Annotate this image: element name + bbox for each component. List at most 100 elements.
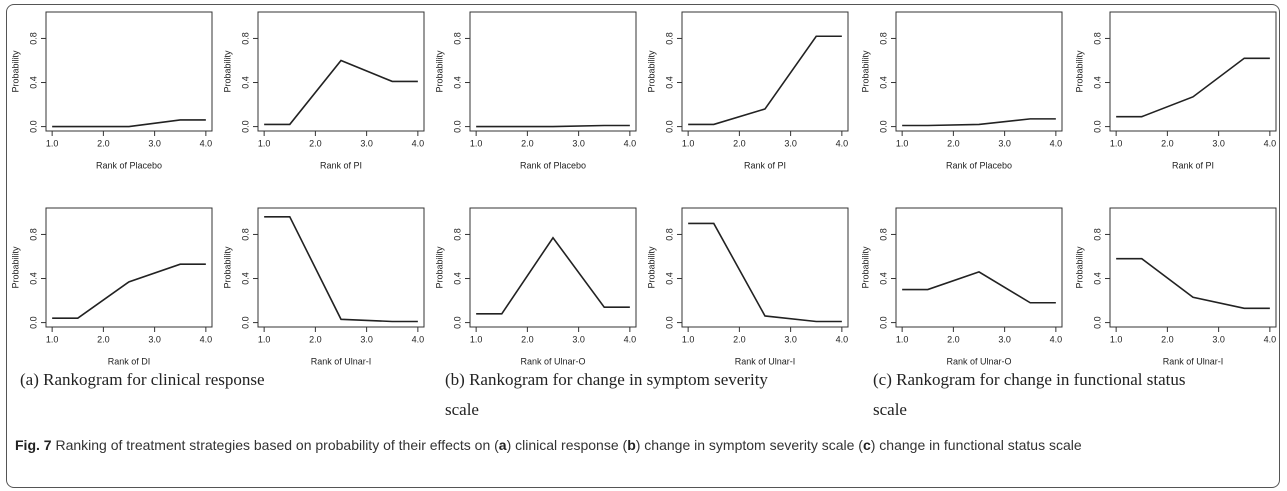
caption-letter: b xyxy=(627,437,636,453)
x-axis-label: Rank of PI xyxy=(1172,160,1214,170)
plot-box xyxy=(1109,207,1277,328)
x-tick-label: 4.0 xyxy=(624,138,637,148)
y-tick-label: 0.4 xyxy=(452,76,462,89)
caption-text: ) change in symptom severity scale ( xyxy=(635,437,863,453)
x-tick-label: 2.0 xyxy=(97,334,110,344)
y-tick-label: 0.0 xyxy=(878,316,888,329)
data-line xyxy=(688,222,842,323)
plot-box xyxy=(1109,11,1277,132)
x-tick-label: 1.0 xyxy=(682,138,695,148)
data-line xyxy=(52,263,206,319)
data-line xyxy=(902,118,1056,127)
x-axis-label: Rank of Placebo xyxy=(96,160,162,170)
y-tick-label: 0.4 xyxy=(28,272,38,285)
data-line xyxy=(476,124,630,128)
x-axis-label: Rank of DI xyxy=(108,356,151,366)
x-tick-label: 1.0 xyxy=(46,334,59,344)
x-tick-label: 4.0 xyxy=(200,334,213,344)
x-tick-label: 4.0 xyxy=(836,138,849,148)
x-tick-label: 2.0 xyxy=(733,334,746,344)
y-tick-label: 0.8 xyxy=(878,32,888,45)
x-tick-label: 4.0 xyxy=(1264,334,1277,344)
y-tick-label: 0.8 xyxy=(664,32,674,45)
x-tick-label: 3.0 xyxy=(572,138,585,148)
y-tick-label: 0.4 xyxy=(664,272,674,285)
x-axis-label: Rank of Ulnar-O xyxy=(946,356,1011,366)
x-tick-label: 2.0 xyxy=(1161,138,1174,148)
y-tick-label: 0.0 xyxy=(28,316,38,329)
y-tick-label: 0.8 xyxy=(28,228,38,241)
x-tick-label: 3.0 xyxy=(998,334,1011,344)
y-tick-label: 0.4 xyxy=(1092,76,1102,89)
figure-caption: Fig. 7 Ranking of treatment strategies b… xyxy=(15,434,1255,456)
subcaption: (a) Rankogram for clinical response xyxy=(20,370,265,389)
x-tick-label: 2.0 xyxy=(1161,334,1174,344)
y-axis-label: Probability xyxy=(1074,246,1084,289)
x-tick-label: 2.0 xyxy=(733,138,746,148)
data-line xyxy=(264,59,418,126)
data-line xyxy=(476,236,630,315)
x-tick-label: 1.0 xyxy=(1110,138,1123,148)
x-tick-label: 4.0 xyxy=(200,138,213,148)
y-tick-label: 0.4 xyxy=(452,272,462,285)
x-tick-label: 3.0 xyxy=(148,334,161,344)
x-axis-label: Rank of Ulnar-O xyxy=(520,356,585,366)
data-line xyxy=(688,35,842,126)
x-tick-label: 3.0 xyxy=(360,138,373,148)
y-tick-label: 0.8 xyxy=(240,32,250,45)
x-tick-label: 1.0 xyxy=(1110,334,1123,344)
x-tick-label: 1.0 xyxy=(258,334,271,344)
x-tick-label: 2.0 xyxy=(521,138,534,148)
y-tick-label: 0.8 xyxy=(240,228,250,241)
x-tick-label: 3.0 xyxy=(360,334,373,344)
y-axis-label: Probability xyxy=(646,246,656,289)
plot-box xyxy=(257,207,425,328)
x-tick-label: 1.0 xyxy=(470,334,483,344)
x-tick-label: 4.0 xyxy=(624,334,637,344)
x-tick-label: 3.0 xyxy=(1212,334,1225,344)
plot-box xyxy=(45,207,213,328)
y-tick-label: 0.4 xyxy=(664,76,674,89)
x-axis-label: Rank of Ulnar-I xyxy=(311,356,372,366)
x-axis-label: Rank of Placebo xyxy=(520,160,586,170)
y-tick-label: 0.0 xyxy=(28,120,38,133)
x-tick-label: 2.0 xyxy=(947,334,960,344)
x-axis-label: Rank of PI xyxy=(320,160,362,170)
x-axis-label: Rank of Placebo xyxy=(946,160,1012,170)
x-tick-label: 4.0 xyxy=(1050,334,1063,344)
subcaption: (b) Rankogram for change in symptom seve… xyxy=(445,370,768,419)
x-tick-label: 4.0 xyxy=(412,334,425,344)
figure-frame xyxy=(6,4,1280,488)
x-axis-label: Rank of PI xyxy=(744,160,786,170)
y-tick-label: 0.8 xyxy=(28,32,38,45)
x-tick-label: 2.0 xyxy=(947,138,960,148)
y-tick-label: 0.8 xyxy=(1092,32,1102,45)
y-axis-label: Probability xyxy=(1074,50,1084,93)
x-tick-label: 1.0 xyxy=(258,138,271,148)
y-tick-label: 0.0 xyxy=(664,120,674,133)
caption-text: ) clinical response ( xyxy=(506,437,628,453)
plot-box xyxy=(469,11,637,132)
data-line xyxy=(1116,257,1270,310)
y-tick-label: 0.8 xyxy=(452,32,462,45)
x-tick-label: 3.0 xyxy=(148,138,161,148)
y-axis-label: Probability xyxy=(434,246,444,289)
y-tick-label: 0.4 xyxy=(878,272,888,285)
y-tick-label: 0.8 xyxy=(664,228,674,241)
y-axis-label: Probability xyxy=(860,50,870,93)
y-tick-label: 0.8 xyxy=(452,228,462,241)
y-axis-label: Probability xyxy=(222,246,232,289)
x-tick-label: 3.0 xyxy=(1212,138,1225,148)
x-tick-label: 4.0 xyxy=(412,138,425,148)
caption-letter: a xyxy=(498,437,507,453)
plot-box xyxy=(257,11,425,132)
y-tick-label: 0.0 xyxy=(664,316,674,329)
x-tick-label: 4.0 xyxy=(1050,138,1063,148)
y-tick-label: 0.0 xyxy=(240,120,250,133)
x-tick-label: 2.0 xyxy=(97,138,110,148)
y-tick-label: 0.0 xyxy=(452,316,462,329)
x-tick-label: 4.0 xyxy=(1264,138,1277,148)
plot-box xyxy=(681,207,849,328)
y-tick-label: 0.4 xyxy=(240,76,250,89)
